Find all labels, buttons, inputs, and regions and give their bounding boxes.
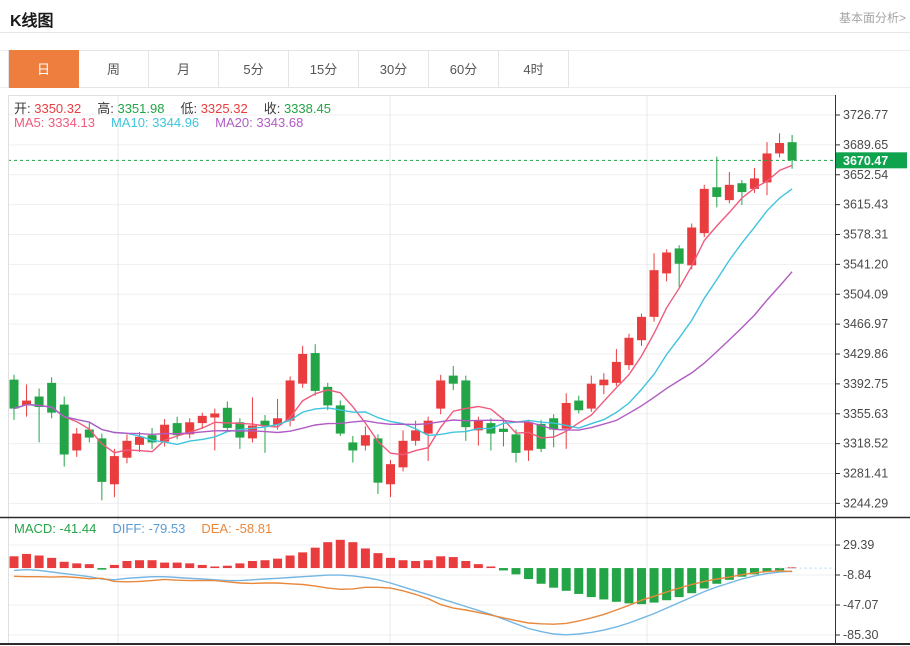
ohlc-legend: 开: 3350.32 高: 3351.98 低: 3325.32 收: 3338.45 — [14, 98, 347, 117]
price-axis-label: 3244.29 — [843, 496, 888, 510]
macd-legend-item: DEA: -58.81 — [201, 521, 273, 536]
macd-legend-item: MACD: -41.44 — [14, 521, 97, 536]
ohlc-legend-item: 开: 3350.32 — [14, 101, 82, 116]
price-axis-label: 3318.52 — [843, 437, 888, 451]
price-axis: 3726.77 3689.65 3652.54 3615.43 3578.31 3541.… — [0, 95, 910, 645]
price-axis-label: 3466.97 — [843, 317, 888, 331]
ma5-line — [13, 164, 793, 456]
ma10-line — [13, 188, 793, 446]
macd-axis-label: -85.30 — [843, 628, 878, 642]
price-axis-label: 3355.63 — [843, 407, 888, 421]
price-axis-label: 3429.86 — [843, 347, 888, 361]
tab-day[interactable]: 日 — [9, 50, 79, 88]
price-axis-label: 3615.43 — [843, 198, 888, 212]
price-axis-label: 3504.09 — [843, 287, 888, 301]
price-axis-label: 3392.75 — [843, 377, 888, 391]
fundamental-analysis-link[interactable]: 基本面分析> — [838, 11, 906, 25]
price-axis-label: 3578.31 — [843, 228, 888, 242]
price-axis-label: 3652.54 — [843, 168, 888, 182]
last-price-tag: 3670.47 — [836, 152, 907, 169]
candles-layer — [9, 133, 797, 501]
tab-5min[interactable]: 5分 — [219, 50, 289, 88]
period-tabs: 日周月 5分 15分 30分 60分 4时 — [8, 50, 569, 88]
ohlc-legend-item: 低: 3325.32 — [180, 101, 248, 116]
dea-line — [13, 570, 793, 625]
grid-layer — [8, 95, 835, 643]
ma-legend-item: MA20: 3343.68 — [215, 115, 304, 130]
tab-4hour[interactable]: 4时 — [499, 50, 569, 88]
tab-week[interactable]: 周 — [79, 50, 149, 88]
page-header: K线图 基本面分析> — [0, 0, 910, 33]
ohlc-legend-item: 收: 3338.45 — [263, 101, 331, 116]
price-axis-label: 3541.20 — [843, 257, 888, 271]
last-price-tag-value: 3670.47 — [843, 154, 888, 168]
tab-60min[interactable]: 60分 — [429, 50, 499, 88]
tab-month[interactable]: 月 — [149, 50, 219, 88]
ma-legend-item: MA10: 3344.96 — [110, 115, 200, 130]
tab-15min[interactable]: 15分 — [289, 50, 359, 88]
ma20-line — [13, 271, 793, 436]
diff-line — [13, 568, 793, 636]
page-title: K线图 — [10, 13, 54, 30]
macd-axis-label: -47.07 — [843, 598, 878, 612]
tab-30min[interactable]: 30分 — [359, 50, 429, 88]
price-axis-label: 3726.77 — [843, 108, 888, 122]
macd-axis-label: 29.39 — [843, 538, 874, 552]
ohlc-legend-item: 高: 3351.98 — [97, 101, 165, 116]
price-axis-label: 3281.41 — [843, 467, 888, 481]
ma-legend-item: MA5: 3334.13 — [14, 115, 95, 130]
macd-axis-label: -8.84 — [843, 568, 872, 582]
ma-legend: MA5: 3334.13 MA10: 3344.96 MA20: 3343.68 — [14, 115, 319, 130]
macd-legend-item: DIFF: -79.53 — [112, 521, 186, 536]
kline-chart[interactable]: 3726.77 3689.65 3652.54 3615.43 3578.31 3541.… — [0, 95, 910, 646]
macd-legend: MACD: -41.44 DIFF: -79.53 DEA: -58.81 — [14, 521, 288, 536]
macd-bars-layer — [9, 539, 797, 605]
price-axis-label: 3689.65 — [843, 138, 888, 152]
